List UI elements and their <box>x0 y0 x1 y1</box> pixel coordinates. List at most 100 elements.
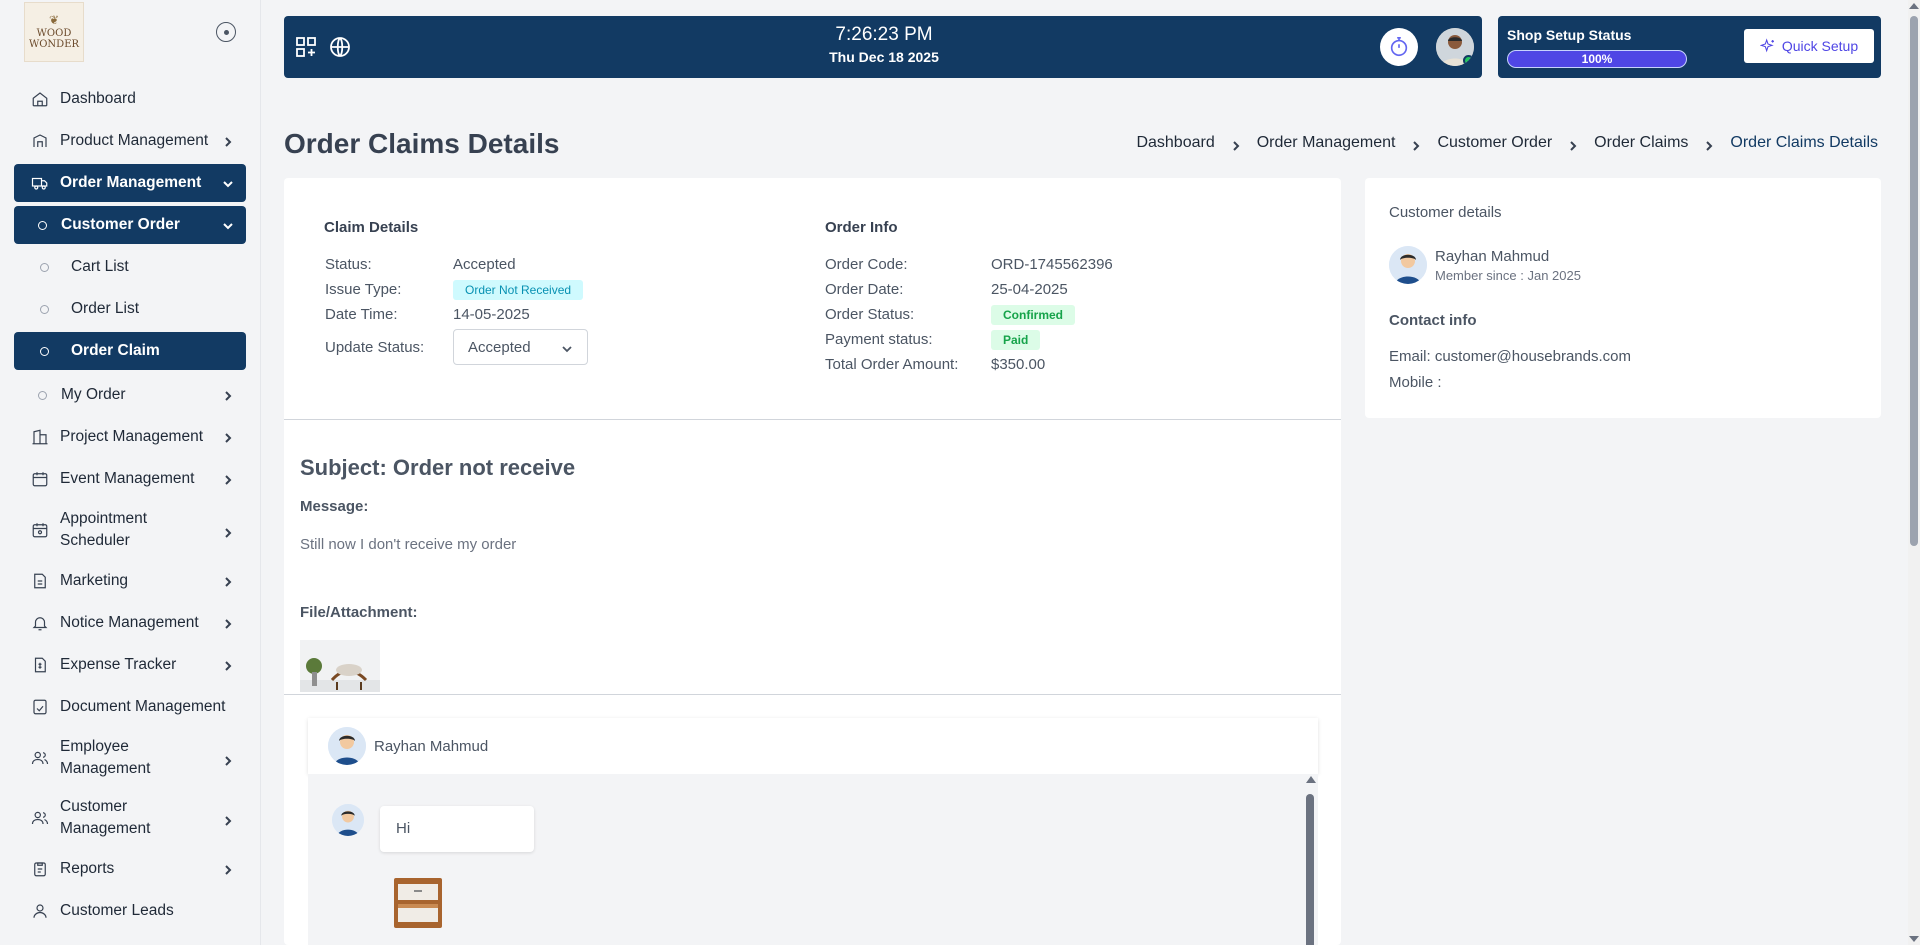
logo-text-line1: WOOD <box>36 27 72 39</box>
expense-icon <box>30 655 50 675</box>
circle-icon <box>38 390 47 400</box>
sidebar-item-label: Appointment Scheduler <box>60 510 148 549</box>
order-info-title: Order Info <box>825 219 898 236</box>
quick-setup-label: Quick Setup <box>1781 38 1859 54</box>
sidebar-item-label: Event Management <box>60 470 195 487</box>
product-icon <box>30 131 50 151</box>
brand-logo[interactable]: ❦ WOOD WONDER <box>24 2 84 62</box>
chevron-down-icon <box>222 177 234 189</box>
page-scrollbar[interactable] <box>1908 0 1920 945</box>
update-status-label: Update Status: <box>325 338 425 356</box>
document-icon <box>30 697 50 717</box>
chevron-down-icon <box>562 346 572 353</box>
chevron-right-icon <box>1704 138 1714 151</box>
sidebar-item-product-management[interactable]: Product Management <box>14 122 246 160</box>
chat-scrollbar[interactable] <box>1306 794 1314 945</box>
sidebar-item-label: Reports <box>60 860 115 877</box>
sidebar-item-label: Notice Management <box>60 614 199 631</box>
customer-details-card: Customer details Rayhan Mahmud Member si… <box>1365 178 1881 418</box>
attachment-thumbnail[interactable] <box>300 640 380 692</box>
chevron-right-icon <box>222 812 234 826</box>
payment-status-label: Payment status: <box>825 331 933 348</box>
total-amount-label: Total Order Amount: <box>825 356 959 373</box>
sidebar-item-cart-list[interactable]: Cart List <box>14 248 246 286</box>
sidebar-item-expense-tracker[interactable]: Expense Tracker <box>14 646 246 684</box>
sidebar-item-project-management[interactable]: Project Management <box>14 418 246 456</box>
quick-setup-button[interactable]: Quick Setup <box>1744 29 1874 63</box>
circle-icon <box>40 262 49 272</box>
online-status-dot <box>1463 55 1474 66</box>
sidebar-item-order-list[interactable]: Order List <box>14 290 246 328</box>
order-status-badge: Confirmed <box>991 304 1075 325</box>
breadcrumb-item[interactable]: Dashboard <box>1136 134 1215 151</box>
sidebar-item-dashboard[interactable]: Dashboard <box>14 80 246 118</box>
order-code-value: ORD-1745562396 <box>991 256 1113 273</box>
calendar-clock-icon <box>30 520 50 540</box>
globe-icon[interactable] <box>328 35 352 59</box>
customer-avatar <box>1389 246 1427 284</box>
home-icon <box>30 89 50 109</box>
sidebar-item-notice-management[interactable]: Notice Management <box>14 604 246 642</box>
sparkle-icon <box>1759 38 1774 53</box>
chevron-right-icon <box>1568 138 1578 151</box>
order-date-label: Order Date: <box>825 281 904 298</box>
sidebar-toggle-icon[interactable] <box>216 22 236 42</box>
sidebar-item-appointment-scheduler[interactable]: Appointment Scheduler <box>14 502 246 558</box>
update-status-value: Accepted <box>468 338 531 356</box>
chevron-right-icon <box>222 863 234 875</box>
sidebar-item-reports[interactable]: Reports <box>14 850 246 888</box>
sidebar-item-label: Employee Management <box>60 738 151 777</box>
breadcrumb-item[interactable]: Customer Order <box>1437 134 1553 151</box>
stopwatch-icon[interactable] <box>1380 28 1418 66</box>
circle-icon <box>40 346 49 356</box>
chat-image-attachment[interactable] <box>388 872 448 932</box>
scroll-up-arrow[interactable] <box>1909 3 1919 9</box>
chevron-right-icon <box>222 752 234 766</box>
sidebar-item-my-order[interactable]: My Order <box>14 376 246 414</box>
sidebar-item-customer-management[interactable]: Customer Management <box>14 790 246 846</box>
divider <box>284 694 1341 695</box>
chat-message-bubble: Hi <box>380 806 534 852</box>
chat-contact-name: Rayhan Mahmud <box>374 737 489 755</box>
logo-text-line2: WONDER <box>28 38 80 50</box>
circle-icon <box>40 304 49 314</box>
update-status-select[interactable]: Accepted <box>453 329 588 365</box>
sidebar-item-customer-order[interactable]: Customer Order <box>14 206 246 244</box>
scroll-down-arrow[interactable] <box>1909 936 1919 942</box>
chevron-right-icon <box>222 389 234 401</box>
sidebar-item-order-claim[interactable]: Order Claim <box>14 332 246 370</box>
sidebar-nav: Dashboard Product Management Order Manag… <box>14 80 246 934</box>
user-avatar[interactable] <box>1436 28 1474 66</box>
sidebar-item-label: Customer Order <box>61 216 180 233</box>
issue-type-label: Issue Type: <box>325 281 402 298</box>
scroll-up-arrow[interactable] <box>1306 776 1316 783</box>
chevron-right-icon <box>1231 138 1241 151</box>
scrollbar-thumb[interactable] <box>1910 16 1918 546</box>
users-icon <box>30 748 50 768</box>
breadcrumb-item[interactable]: Order Claims <box>1594 134 1689 151</box>
sidebar-item-employee-management[interactable]: Employee Management <box>14 730 246 786</box>
sidebar-item-customer-leads[interactable]: Customer Leads <box>14 892 246 930</box>
chat-panel: Rayhan Mahmud Hi <box>308 718 1318 945</box>
order-status-label: Order Status: <box>825 306 915 323</box>
breadcrumb-item[interactable]: Order Management <box>1256 134 1396 151</box>
chat-messages[interactable]: Hi <box>308 774 1318 945</box>
sidebar-item-order-management[interactable]: Order Management <box>14 164 246 202</box>
sidebar-item-label: Customer Management <box>60 798 151 837</box>
sidebar-item-marketing[interactable]: Marketing <box>14 562 246 600</box>
shop-setup-panel: Shop Setup Status 100% Quick Setup <box>1498 16 1881 78</box>
sidebar-item-label: Order List <box>71 300 140 317</box>
order-code-label: Order Code: <box>825 256 908 273</box>
chevron-right-icon <box>222 659 234 671</box>
sidebar-item-document-management[interactable]: Document Management <box>14 688 246 726</box>
users-icon <box>30 808 50 828</box>
building-icon <box>30 427 50 447</box>
sidebar-item-label: Order Claim <box>71 342 160 359</box>
message-text: Still now I don't receive my order <box>300 536 517 553</box>
apps-add-icon[interactable] <box>294 35 318 59</box>
order-date-value: 25-04-2025 <box>991 281 1068 298</box>
claim-status-value: Accepted <box>453 256 516 273</box>
sidebar-item-event-management[interactable]: Event Management <box>14 460 246 498</box>
member-since: Member since : Jan 2025 <box>1435 267 1581 283</box>
circle-icon <box>38 220 47 230</box>
